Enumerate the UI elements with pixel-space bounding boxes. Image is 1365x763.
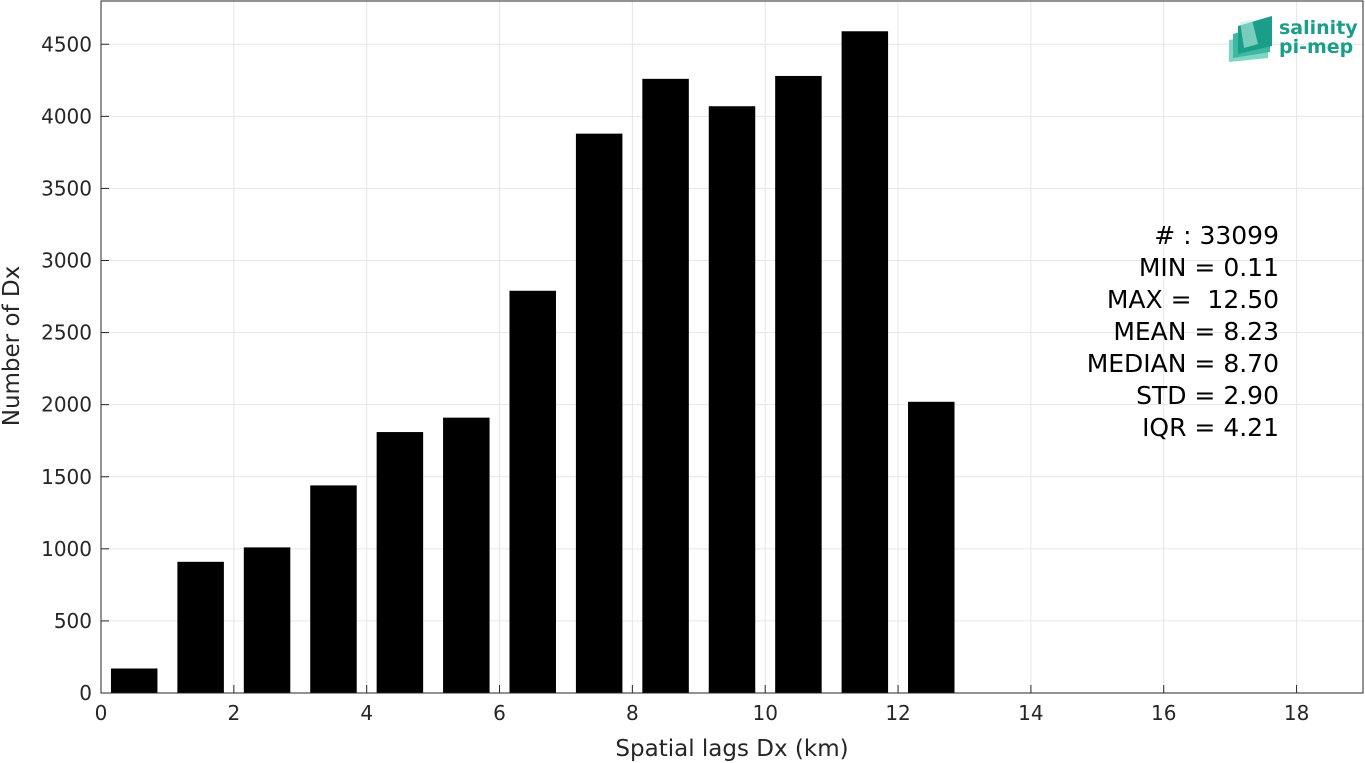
salinity-pi-mep-logo: salinity pi-mep	[1229, 16, 1358, 62]
histogram-bar	[575, 133, 623, 694]
y-tick-label: 3000	[41, 249, 92, 273]
histogram-bar	[642, 78, 689, 694]
stats-line: STD = 2.90	[1136, 381, 1279, 410]
y-tick-label: 1000	[41, 537, 92, 561]
x-tick-label: 8	[626, 701, 639, 725]
histogram-bar	[177, 561, 224, 693]
histogram-bar	[443, 417, 490, 693]
x-tick-label: 18	[1284, 701, 1309, 725]
x-tick-label: 16	[1151, 701, 1176, 725]
y-tick-label: 500	[54, 609, 92, 633]
x-tick-label: 10	[752, 701, 777, 725]
y-tick-label: 0	[79, 681, 92, 705]
x-tick-label: 0	[95, 701, 108, 725]
stats-line: # : 33099	[1154, 221, 1279, 250]
logo-line1: salinity	[1279, 17, 1358, 39]
y-tick-label: 4500	[41, 32, 92, 56]
stats-line: MEDIAN = 8.70	[1087, 349, 1279, 378]
y-axis-title: Number of Dx	[0, 266, 25, 427]
stats-line: MEAN = 8.23	[1113, 317, 1279, 346]
ticks: 0 2 4 6 8 10 12 14 16 18 0 500 1000 1500 2000 2500 3000 3…	[41, 32, 1309, 725]
histogram-bar	[110, 668, 158, 693]
x-tick-label: 6	[493, 701, 506, 725]
histogram-bar	[376, 432, 424, 693]
x-tick-label: 4	[360, 701, 373, 725]
y-tick-label: 4000	[41, 104, 92, 128]
y-tick-label: 2000	[41, 393, 92, 417]
stats-line: MIN = 0.11	[1139, 253, 1279, 282]
y-tick-label: 3500	[41, 176, 92, 200]
y-tick-label: 2500	[41, 321, 92, 345]
axes-box	[100, 0, 1364, 694]
wave-logo-icon	[1229, 16, 1272, 62]
stats-line: MAX = 12.50	[1107, 285, 1279, 314]
histogram-bar	[509, 290, 556, 693]
x-tick-label: 12	[885, 701, 910, 725]
histogram-bar	[908, 401, 955, 693]
x-tick-label: 14	[1018, 701, 1043, 725]
bars	[110, 31, 955, 694]
stats-line: IQR = 4.21	[1142, 413, 1279, 442]
x-tick-label: 2	[227, 701, 240, 725]
stats-annotation: # : 33099 MIN = 0.11 MAX = 12.50 MEAN = 8.2…	[1087, 221, 1279, 442]
histogram-bar	[841, 31, 889, 693]
histogram-bar	[708, 106, 756, 693]
y-tick-label: 1500	[41, 465, 92, 489]
histogram-bar	[310, 485, 357, 693]
x-axis-title: Spatial lags Dx (km)	[615, 736, 848, 762]
logo-line2: pi-mep	[1279, 36, 1353, 58]
histogram-bar	[775, 75, 822, 693]
histogram-bar	[243, 547, 291, 693]
